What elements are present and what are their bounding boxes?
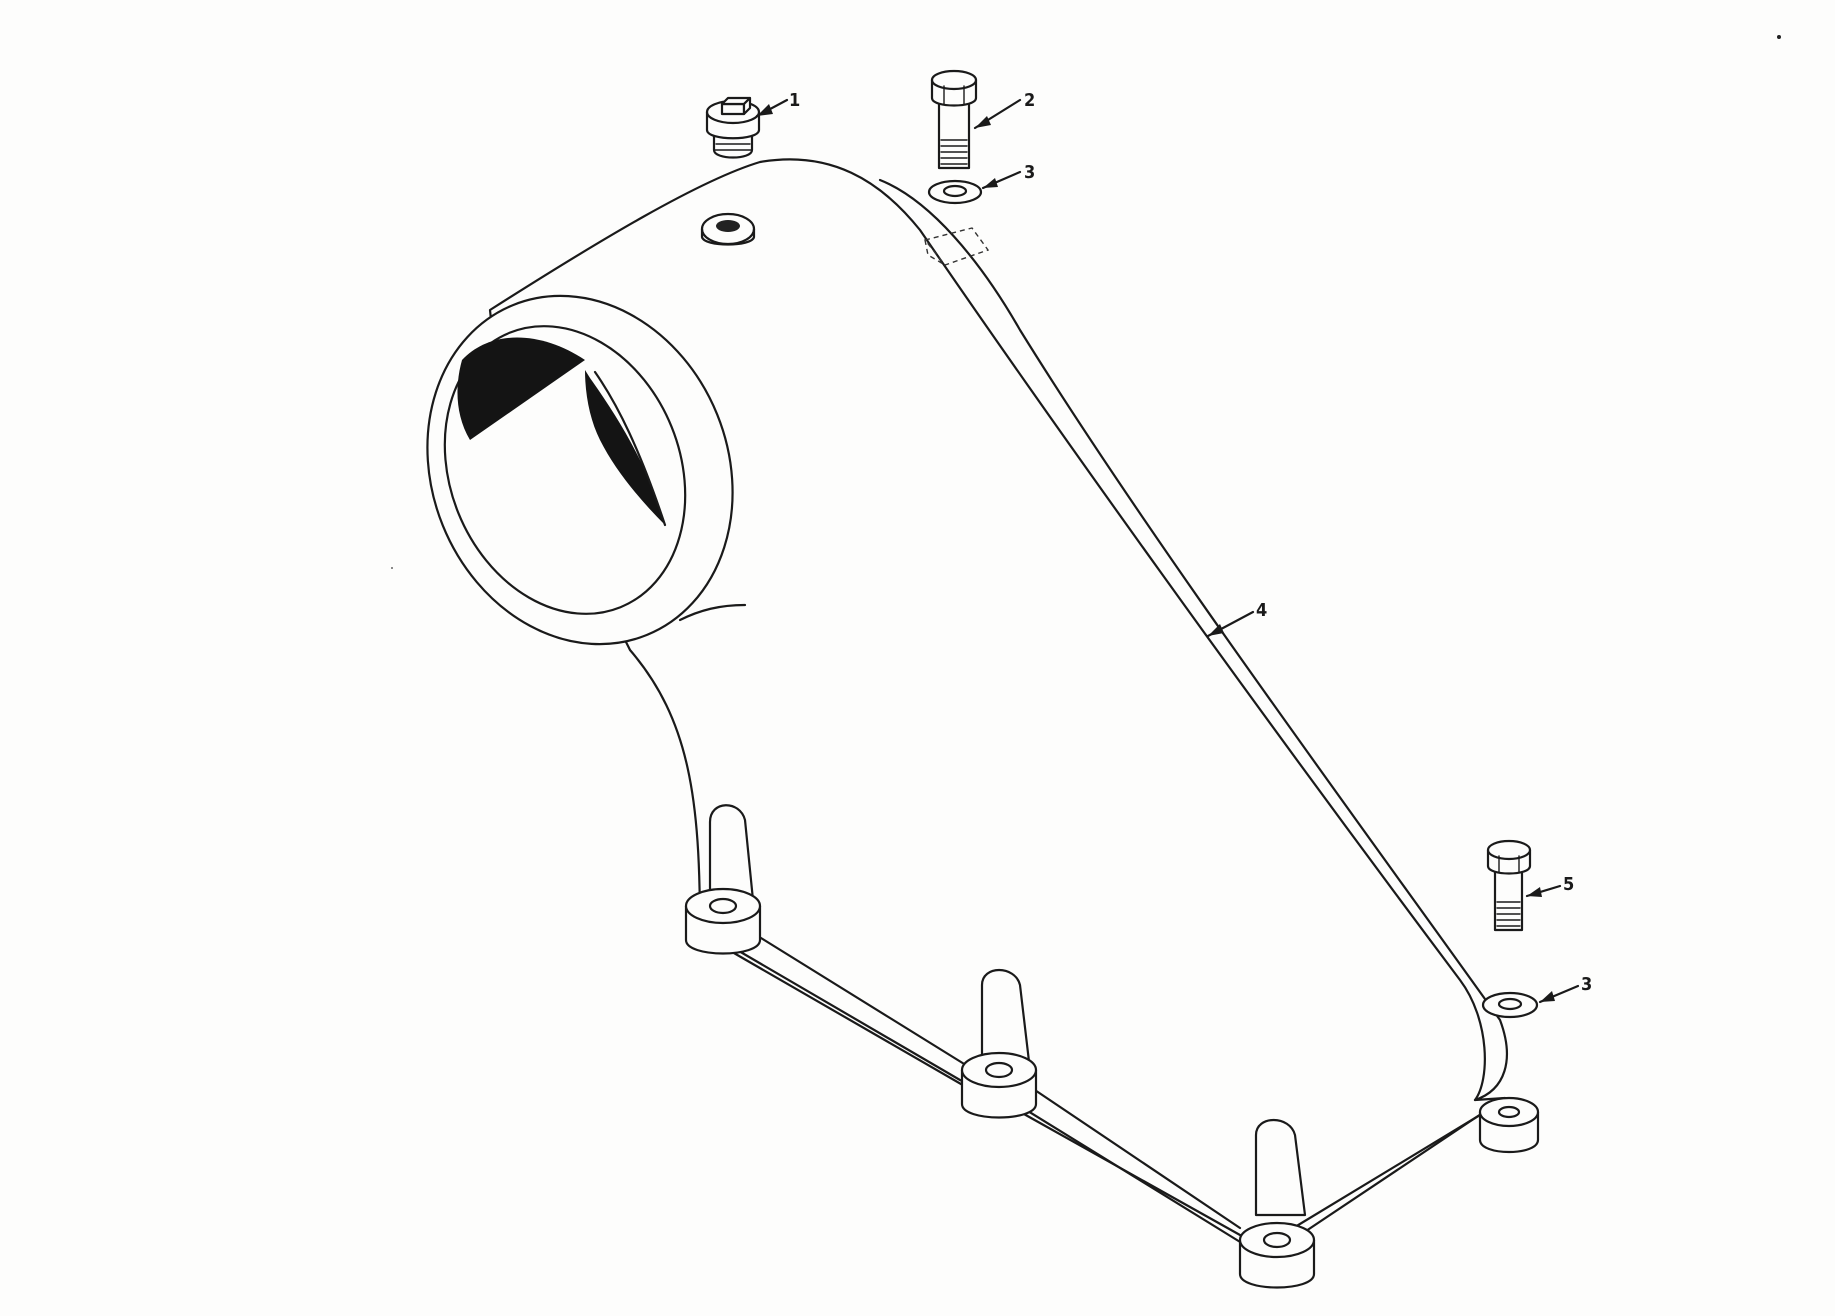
callout-5: 5 bbox=[1563, 874, 1574, 895]
scan-specks bbox=[391, 35, 1781, 569]
leader-lines bbox=[755, 98, 1580, 1004]
bolt-upper bbox=[930, 69, 978, 170]
callout-3-lower: 3 bbox=[1581, 974, 1592, 995]
housing bbox=[426, 158, 1540, 1289]
mounting-boss-3 bbox=[1238, 1221, 1316, 1289]
hidden-thread-hole bbox=[923, 227, 990, 266]
mounting-boss-2 bbox=[960, 1051, 1038, 1119]
callout-2: 2 bbox=[1024, 90, 1035, 111]
washer-lower bbox=[1481, 991, 1539, 1019]
callout-4: 4 bbox=[1256, 600, 1267, 621]
mounting-boss-4 bbox=[1478, 1096, 1540, 1154]
mounting-bosses bbox=[684, 887, 1540, 1289]
callout-3-upper: 3 bbox=[1024, 162, 1035, 183]
bolt-lower bbox=[1486, 839, 1532, 932]
mounting-boss-1 bbox=[684, 887, 762, 955]
callout-labels: 1 2 3 4 5 3 bbox=[789, 90, 1592, 995]
housing-interior-shadow bbox=[457, 337, 585, 440]
housing-body bbox=[488, 158, 1507, 1252]
washer-upper bbox=[927, 179, 983, 205]
plug bbox=[705, 96, 761, 159]
callout-1: 1 bbox=[789, 90, 800, 111]
